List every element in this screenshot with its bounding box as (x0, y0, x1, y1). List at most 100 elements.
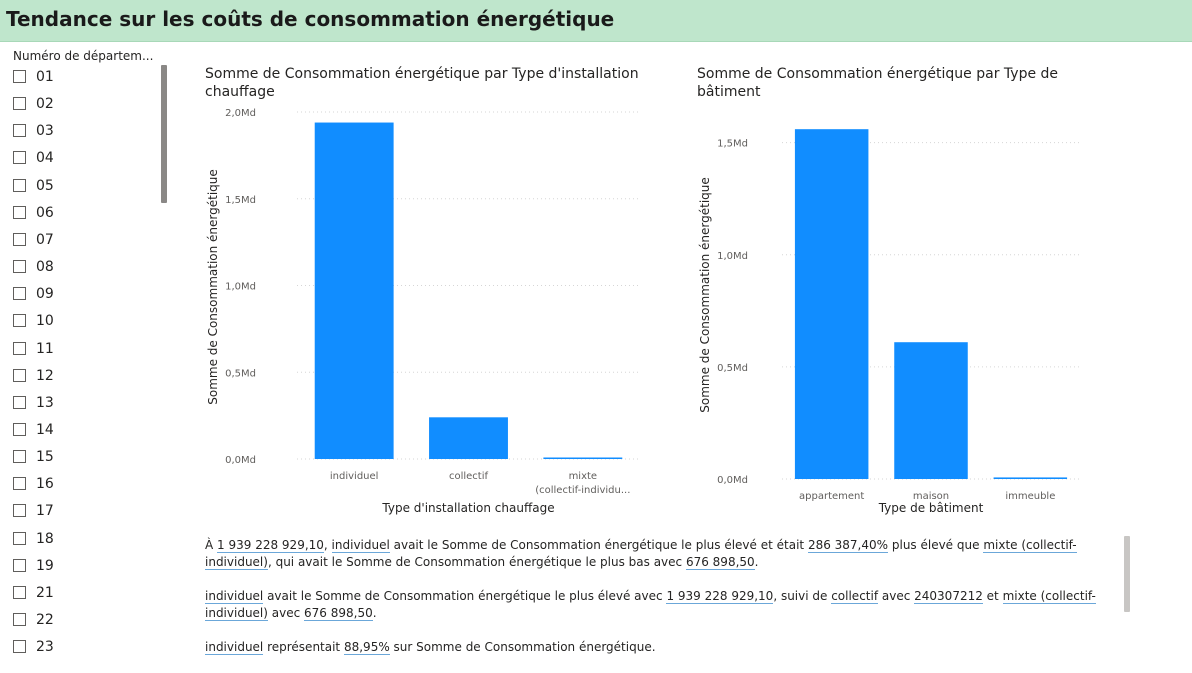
checkbox[interactable] (13, 613, 26, 626)
slicer-item[interactable]: 05 (13, 177, 153, 197)
narrative-paragraph-1: À 1 939 228 929,10, individuel avait le … (205, 538, 1077, 570)
slicer-item[interactable]: 17 (13, 502, 153, 522)
bar (894, 342, 968, 479)
narrative-value: 1 939 228 929,10 (666, 589, 774, 604)
slicer-item-label: 11 (36, 340, 54, 357)
narrative-value: individuel (205, 589, 264, 604)
slicer-item-label: 05 (36, 177, 54, 194)
checkbox[interactable] (13, 558, 26, 572)
checkbox[interactable] (13, 477, 26, 491)
x-axis-title: Type de bâtiment (878, 501, 984, 515)
slicer-item-label: 23 (36, 639, 54, 656)
slicer-item[interactable]: 03 (13, 122, 153, 142)
slicer-item[interactable]: 18 (13, 530, 153, 550)
y-tick-label: 0,5Md (225, 368, 256, 379)
slicer-item[interactable]: 21 (13, 584, 153, 604)
checkbox[interactable] (13, 640, 26, 654)
checkbox[interactable] (13, 178, 26, 192)
slicer-item[interactable]: 09 (13, 285, 153, 305)
slicer-item[interactable]: 19 (13, 557, 153, 577)
bar (314, 122, 394, 460)
slicer-item[interactable]: 22 (13, 611, 153, 631)
slicer-item[interactable]: 23 (13, 638, 153, 658)
checkbox[interactable] (13, 531, 26, 545)
narrative-value: 286 387,40% (807, 538, 889, 553)
checkbox[interactable] (13, 450, 26, 464)
checkbox[interactable] (13, 232, 26, 246)
checkbox[interactable] (13, 205, 26, 219)
slicer-item[interactable]: 16 (13, 475, 153, 495)
bar (993, 477, 1068, 479)
slicer-item-label: 15 (36, 449, 54, 466)
slicer-item[interactable]: 07 (13, 231, 153, 251)
slicer-item-label: 14 (36, 421, 54, 438)
narrative-value: 88,95% (343, 640, 390, 655)
checkbox[interactable] (13, 585, 26, 599)
checkbox[interactable] (13, 395, 26, 409)
checkbox[interactable] (13, 97, 26, 111)
slicer-item[interactable]: 15 (13, 448, 153, 468)
narrative-value: individuel (331, 538, 390, 553)
y-tick-label: 0,0Md (717, 475, 748, 486)
slicer-item-label: 19 (36, 557, 54, 574)
slicer-item[interactable]: 12 (13, 367, 153, 387)
x-tick-label: collectif (449, 471, 489, 482)
slicer-item[interactable]: 13 (13, 394, 153, 414)
chart-building-type-svg: 0,0Md 0,5Md 1,0Md 1,5Md appartement maison imm… (698, 129, 1080, 515)
checkbox[interactable] (13, 341, 26, 355)
checkbox[interactable] (13, 151, 26, 165)
checkbox[interactable] (13, 260, 26, 274)
slicer-item[interactable]: 06 (13, 204, 153, 224)
bar (543, 457, 623, 459)
y-tick-label: 2,0Md (225, 108, 256, 119)
chart-title: Somme de Consommation énergétique par Ty… (697, 65, 1117, 101)
slicer-item-label: 06 (36, 204, 54, 221)
x-tick-label: mixte (569, 471, 598, 482)
x-tick-label: individuel (330, 471, 379, 482)
x-tick-label: maison (913, 491, 949, 502)
slicer-item-label: 18 (36, 530, 54, 547)
slicer-item-label: 03 (36, 123, 54, 140)
slicer-item[interactable]: 02 (13, 95, 153, 115)
checkbox[interactable] (13, 124, 26, 138)
slicer-scrollbar[interactable] (161, 65, 167, 203)
x-tick-label: appartement (799, 491, 864, 502)
narrative-paragraph-3: individuel représentait 88,95% sur Somme… (205, 640, 656, 655)
slicer-item[interactable]: 01 (13, 68, 153, 88)
report-header: Tendance sur les coûts de consommation é… (0, 0, 1192, 42)
slicer-item-label: 09 (36, 286, 54, 303)
narrative-value: individuel (205, 640, 264, 655)
checkbox[interactable] (13, 287, 26, 301)
y-tick-label: 1,0Md (225, 282, 256, 293)
slicer-item-label: 17 (36, 503, 54, 520)
checkbox[interactable] (13, 368, 26, 382)
checkbox[interactable] (13, 422, 26, 436)
x-axis-title: Type d'installation chauffage (381, 501, 554, 515)
slicer-item[interactable]: 10 (13, 312, 153, 332)
slicer-item[interactable]: 04 (13, 149, 153, 169)
x-tick-label: immeuble (1005, 491, 1055, 502)
narrative-value: 1 939 228 929,10 (217, 538, 324, 553)
bar (794, 129, 869, 479)
slicer-item[interactable]: 08 (13, 258, 153, 278)
checkbox[interactable] (13, 70, 26, 83)
slicer-item-label: 22 (36, 612, 54, 628)
checkbox[interactable] (13, 504, 26, 518)
chart-heating-type: Somme de Consommation énergétique par Ty… (190, 62, 650, 522)
slicer-item[interactable]: 11 (13, 340, 153, 360)
x-tick-label: (collectif-individu... (535, 485, 630, 496)
y-tick-label: 1,5Md (717, 139, 748, 150)
slicer-item-label: 02 (36, 96, 54, 113)
slicer-item-label: 12 (36, 367, 54, 384)
smart-narrative: À 1 939 228 929,10, individuel avait le … (205, 537, 1115, 673)
department-slicer: Numéro de départem... 01 02 03 04 05 06 07 08 09… (0, 46, 172, 670)
checkbox[interactable] (13, 314, 26, 328)
slicer-item-label: 16 (36, 476, 54, 493)
chart-heating-type-svg: 0,0Md 0,5Md 1,0Md 1,5Md 2,0Md individuel colle… (206, 108, 640, 515)
y-axis-title: Somme de Consommation énergétique (206, 169, 220, 405)
slicer-item[interactable]: 14 (13, 421, 153, 441)
chart-title-line2: bâtiment (697, 84, 761, 100)
narrative-scrollbar[interactable] (1124, 536, 1130, 612)
slicer-item-label: 21 (36, 584, 54, 601)
narrative-value: 240307212 (914, 589, 983, 604)
